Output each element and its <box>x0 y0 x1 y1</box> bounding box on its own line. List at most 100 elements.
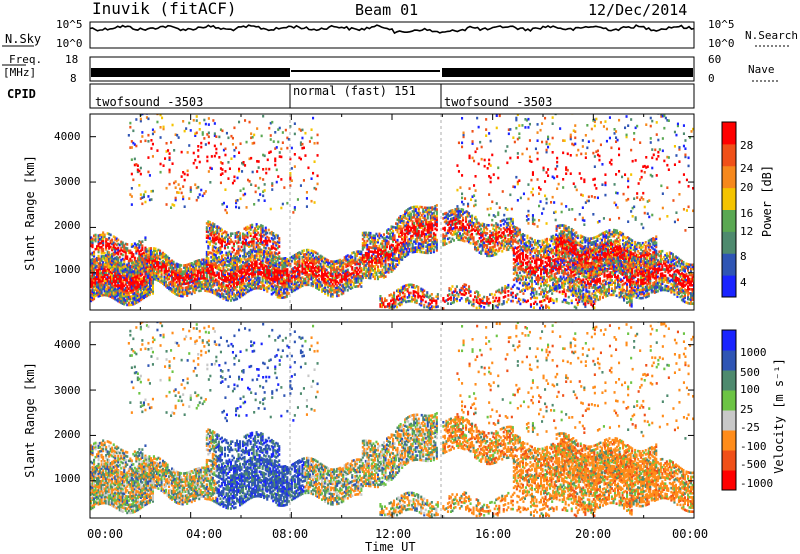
power-datapoint <box>278 261 281 265</box>
power-datapoint <box>403 299 406 302</box>
power-datapoint <box>355 254 358 258</box>
power-datapoint <box>252 231 255 235</box>
power-datapoint <box>402 220 405 223</box>
power-datapoint <box>411 224 414 227</box>
power-datapoint <box>243 255 246 259</box>
power-datapoint <box>130 278 133 282</box>
power-datapoint <box>240 282 243 286</box>
power-datapoint <box>434 233 437 237</box>
power-datapoint <box>144 246 147 250</box>
power-datapoint <box>387 228 390 231</box>
power-datapoint <box>96 289 99 293</box>
power-datapoint <box>115 276 118 279</box>
power-datapoint <box>502 218 505 222</box>
power-datapoint <box>216 283 219 287</box>
power-datapoint <box>190 278 193 281</box>
power-datapoint <box>281 261 284 265</box>
power-datapoint <box>279 263 282 267</box>
power-datapoint <box>425 245 428 248</box>
power-datapoint <box>234 232 237 235</box>
power-datapoint <box>106 252 109 256</box>
power-datapoint <box>489 248 492 251</box>
power-datapoint <box>502 296 505 299</box>
power-datapoint <box>211 289 214 292</box>
power-datapoint <box>255 262 258 265</box>
power-datapoint <box>296 266 299 269</box>
power-datapoint <box>118 263 121 267</box>
power-datapoint <box>334 282 337 286</box>
power-datapoint <box>431 245 434 248</box>
power-datapoint <box>398 218 401 222</box>
power-datapoint <box>138 271 141 274</box>
power-datapoint <box>258 268 261 272</box>
power-datapoint <box>242 236 245 240</box>
power-datapoint <box>91 290 94 293</box>
power-datapoint <box>223 244 226 248</box>
power-datapoint <box>469 219 472 222</box>
power-datapoint <box>105 237 108 241</box>
power-datapoint <box>301 249 304 253</box>
power-datapoint <box>129 297 132 301</box>
power-datapoint <box>435 222 438 226</box>
power-datapoint <box>483 223 486 226</box>
power-datapoint <box>232 256 235 260</box>
power-datapoint <box>310 284 313 287</box>
power-datapoint <box>419 226 422 229</box>
power-datapoint <box>333 260 336 263</box>
power-datapoint <box>226 298 229 302</box>
power-datapoint <box>123 264 126 267</box>
power-datapoint <box>434 221 437 224</box>
power-datapoint <box>130 253 133 256</box>
power-datapoint <box>145 272 148 276</box>
power-datapoint <box>264 238 267 242</box>
power-datapoint <box>264 264 267 268</box>
power-datapoint <box>211 240 214 244</box>
power-datapoint <box>310 267 313 271</box>
power-datapoint <box>430 307 433 310</box>
power-datapoint <box>452 296 455 300</box>
power-datapoint <box>243 282 246 285</box>
power-datapoint <box>162 251 165 255</box>
power-datapoint <box>367 262 370 265</box>
power-datapoint <box>508 221 511 225</box>
power-datapoint <box>358 270 361 274</box>
power-datapoint <box>248 254 251 258</box>
power-datapoint <box>93 260 96 264</box>
power-datapoint <box>141 277 144 280</box>
power-datapoint <box>413 230 416 233</box>
power-datapoint <box>402 285 405 289</box>
power-datapoint <box>245 226 248 230</box>
power-datapoint <box>129 283 132 286</box>
power-datapoint <box>261 251 264 254</box>
power-datapoint <box>254 227 257 230</box>
power-datapoint <box>160 271 163 274</box>
power-datapoint <box>342 263 345 266</box>
power-datapoint <box>411 222 414 225</box>
power-datapoint <box>202 264 205 268</box>
power-datapoint <box>292 254 295 258</box>
power-datapoint <box>254 233 257 236</box>
power-datapoint <box>412 284 415 287</box>
power-datapoint <box>278 267 281 271</box>
power-datapoint <box>284 285 287 289</box>
power-datapoint <box>301 280 304 283</box>
power-datapoint <box>337 294 340 297</box>
power-datapoint <box>431 226 434 230</box>
power-datapoint <box>279 275 282 279</box>
power-datapoint <box>392 248 395 251</box>
power-datapoint <box>214 256 217 259</box>
power-datapoint <box>93 291 96 294</box>
power-datapoint <box>264 250 267 254</box>
power-datapoint <box>186 269 189 273</box>
power-datapoint <box>435 208 438 211</box>
power-datapoint <box>154 247 157 251</box>
power-datapoint <box>296 278 299 282</box>
power-datapoint <box>100 285 103 289</box>
power-datapoint <box>321 284 324 287</box>
power-datapoint <box>302 259 305 263</box>
power-datapoint <box>251 244 254 247</box>
power-datapoint <box>266 252 269 255</box>
power-datapoint <box>105 259 108 262</box>
power-datapoint <box>296 280 299 284</box>
power-datapoint <box>369 264 372 268</box>
